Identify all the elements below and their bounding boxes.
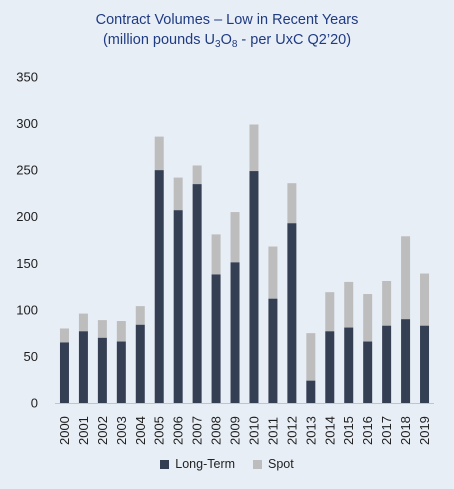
x-tick-label: 2019 [417, 416, 432, 445]
bar-spot [363, 294, 373, 342]
legend-item-spot: Spot [253, 457, 294, 471]
bar-spot [173, 177, 183, 211]
y-tick-label: 200 [16, 209, 38, 224]
x-tick-label: 2002 [95, 416, 110, 445]
y-tick-label: 350 [16, 70, 38, 85]
x-tick-label: 2014 [322, 416, 337, 445]
bar-long-term [230, 262, 240, 403]
chart-title: Contract Volumes – Low in Recent Years [95, 12, 359, 28]
x-tick-label: 2010 [246, 416, 261, 445]
bar-long-term [154, 170, 164, 403]
bar-spot [59, 328, 69, 343]
x-tick-label: 2018 [398, 416, 413, 445]
x-tick-label: 2007 [190, 416, 205, 445]
x-tick-label: 2006 [171, 416, 186, 445]
chart-subtitle: (million pounds U3O8 - per UxC Q2’20) [102, 32, 352, 50]
bar-spot [420, 273, 430, 326]
x-tick-label: 2013 [303, 416, 318, 445]
bar-long-term [211, 274, 221, 403]
bar-long-term [268, 298, 278, 403]
bar-long-term [420, 325, 430, 403]
bar-spot [97, 320, 107, 338]
bar-long-term [116, 341, 126, 403]
bar-long-term [249, 171, 259, 403]
y-tick-label: 0 [31, 396, 38, 411]
bar-spot [382, 280, 392, 326]
y-tick-label: 50 [24, 349, 38, 364]
bar-spot [249, 124, 259, 172]
bar-long-term [401, 319, 411, 403]
bar-spot [154, 136, 164, 171]
bar-long-term [363, 341, 373, 403]
bar-spot [306, 333, 316, 381]
x-tick-label: 2009 [228, 416, 243, 445]
legend-swatch-long-term [160, 459, 170, 469]
bar-spot [287, 183, 297, 224]
x-tick-label: 2000 [57, 416, 72, 445]
x-tick-label: 2012 [284, 416, 299, 445]
bar-long-term [173, 210, 183, 403]
legend: Long-Term Spot [0, 457, 454, 471]
bar-spot [325, 292, 335, 332]
bar-long-term [135, 324, 145, 403]
bar-spot [135, 306, 145, 325]
x-tick-label: 2005 [152, 416, 167, 445]
bar-long-term [344, 327, 354, 403]
y-tick-label: 100 [16, 302, 38, 317]
x-tick-label: 2015 [341, 416, 356, 445]
bar-long-term [192, 184, 202, 403]
bar-spot [78, 313, 88, 332]
legend-label-long-term: Long-Term [175, 457, 236, 471]
bar-spot [268, 246, 278, 299]
x-tick-label: 2016 [360, 416, 375, 445]
bar-long-term [78, 331, 88, 403]
bar-long-term [325, 331, 335, 403]
x-tick-label: 2017 [379, 416, 394, 445]
legend-label-spot: Spot [268, 457, 294, 471]
y-tick-label: 150 [16, 256, 38, 271]
bar-long-term [59, 342, 69, 403]
bar-spot [344, 281, 354, 328]
y-tick-label: 250 [16, 163, 38, 178]
bar-spot [116, 321, 126, 342]
legend-item-long-term: Long-Term [160, 457, 235, 471]
x-tick-label: 2001 [76, 416, 91, 445]
bar-long-term [306, 380, 316, 403]
bar-long-term [287, 223, 297, 403]
bar-long-term [382, 325, 392, 403]
bar-spot [211, 234, 221, 275]
bar-spot [230, 212, 240, 263]
y-tick-label: 300 [16, 116, 38, 131]
bar-spot [192, 165, 202, 185]
legend-swatch-spot [253, 459, 263, 469]
x-tick-label: 2003 [114, 416, 129, 445]
x-tick-label: 2011 [265, 417, 280, 445]
x-tick-label: 2008 [209, 416, 224, 445]
bar-spot [401, 236, 411, 320]
bar-long-term [97, 337, 107, 403]
x-tick-label: 2004 [133, 416, 148, 445]
